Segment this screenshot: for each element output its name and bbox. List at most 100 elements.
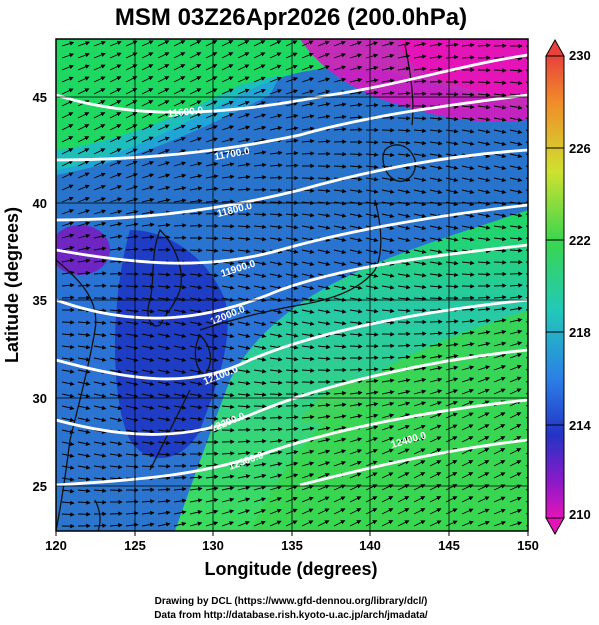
wind-arrow [93,405,107,411]
wind-arrow [413,128,427,133]
wind-arrow [109,488,123,493]
wind-arrow [445,460,458,467]
wind-arrow [477,237,491,242]
wind-arrow [397,177,411,182]
wind-arrow [173,381,187,386]
x-axis: 120 125 130 135 140 145 150 Longitude (d… [45,531,539,579]
wind-arrow [445,249,459,254]
wind-arrow [429,261,443,266]
wind-arrow [509,80,523,86]
wind-arrow [413,296,427,301]
wind-arrow [221,248,235,254]
wind-arrow [205,211,219,216]
wind-arrow [445,377,459,383]
wind-arrow [61,357,75,362]
wind-arrow [93,381,107,386]
wind-arrow [349,65,363,71]
wind-arrow [509,341,523,347]
wind-arrow [509,364,522,371]
wind-arrow [125,197,139,203]
wind-arrow [429,141,443,146]
wind-arrow [413,366,427,371]
wind-arrow [205,416,219,421]
wind-arrow [253,333,267,338]
wind-arrow [333,379,347,384]
wind-arrow [157,522,171,527]
wind-arrow [269,415,283,420]
wind-arrow [269,224,283,230]
wind-arrow [493,388,506,395]
wind-arrow [61,344,75,350]
wind-arrow [365,472,378,479]
wind-arrow [269,237,283,242]
wind-arrow [365,249,379,255]
wind-arrow [349,102,363,108]
wind-arrow [141,160,155,167]
wind-arrow [429,484,442,491]
wind-arrow [413,308,427,313]
wind-arrow [157,112,170,119]
wind-arrow [397,296,411,302]
wind-arrow [413,273,427,278]
wind-arrow [77,393,91,399]
wind-arrow [61,233,75,239]
wind-arrow [461,484,474,491]
wind-arrow [93,221,107,227]
wind-arrow [445,260,459,266]
wind-arrow [253,175,267,180]
wind-arrow [477,225,491,230]
wind-arrow [413,140,427,146]
wind-arrow [237,521,250,527]
wind-arrow [189,309,203,314]
wind-arrow [173,393,187,398]
wind-arrow [301,461,315,467]
wind-arrow [237,392,251,398]
wind-arrow [61,41,75,47]
wind-arrow [461,165,475,171]
wind-arrow [141,197,155,203]
wind-arrow [253,261,267,266]
wind-arrow [397,152,411,158]
wind-arrow [157,296,171,302]
wind-arrow [173,510,187,515]
wind-arrow [349,213,363,218]
wind-arrow [109,172,122,179]
wind-arrow [445,141,459,146]
coastlines [56,44,417,531]
wind-arrow [397,496,410,503]
wind-arrow [317,261,331,267]
wind-arrow [333,65,347,71]
wind-arrow [429,401,443,407]
wind-arrow [349,390,363,396]
wind-arrow [61,381,75,386]
wind-arrow [173,272,187,278]
wind-arrow [301,151,315,156]
wind-arrow [269,163,283,168]
wind-arrow [221,357,235,362]
wind-arrow [413,401,427,407]
wind-arrow [333,414,347,419]
wind-arrow [285,520,298,527]
wind-arrow [477,43,491,48]
wind-arrow [125,464,139,469]
wind-arrow [381,378,395,383]
y-tick-label: 25 [33,479,47,494]
wind-arrow [349,273,363,278]
wind-arrow [301,309,315,314]
wind-arrow [493,448,506,455]
wind-arrow [61,417,75,423]
wind-arrow [413,484,426,491]
wind-arrow [141,210,155,215]
wind-arrow [205,285,219,290]
wind-arrow [509,165,523,171]
wind-arrow [477,330,491,335]
wind-arrow [445,365,459,371]
wind-arrow [445,116,459,122]
wind-arrow [237,285,251,290]
wind-arrow [109,209,123,215]
wind-arrow [269,273,283,278]
wind-arrow [221,521,235,527]
wind-arrow [125,345,139,350]
wind-arrow [413,389,427,395]
wind-arrow [397,249,411,254]
